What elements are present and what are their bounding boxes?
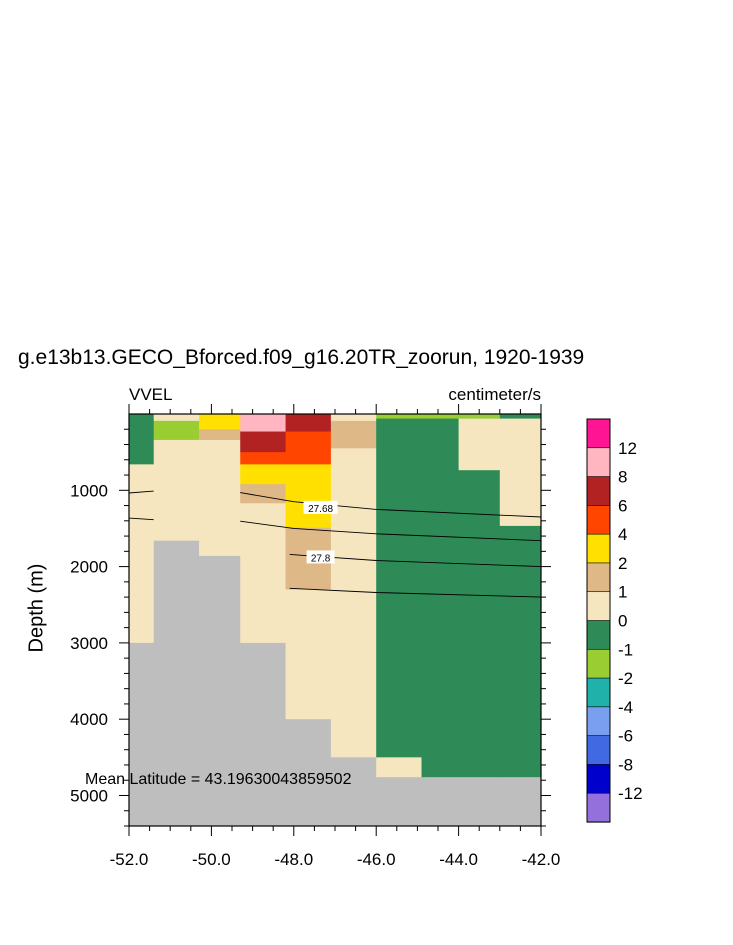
colorbar-label-7: -1 <box>618 640 633 659</box>
colorbar-label-3: 4 <box>618 525 627 544</box>
cell-8-2 <box>499 777 542 827</box>
cell-0-0 <box>129 414 155 465</box>
axis-ticks <box>119 404 551 836</box>
colorbar-labels: 12 8 6 4 2 1 0 -1 -2 -4 -6 -8 -12 <box>618 439 643 803</box>
contour-label-1: 27.8 <box>311 553 331 564</box>
cell-2-0 <box>199 414 241 430</box>
units-label: centimeter/s <box>448 385 541 404</box>
colorbar <box>586 418 611 823</box>
contour-line-5 <box>289 587 542 598</box>
cell-6-3 <box>376 777 423 827</box>
colorbar-box-4 <box>586 533 611 564</box>
y-tick-label-2: 3000 <box>70 634 108 653</box>
cell-4-0 <box>285 414 332 433</box>
colorbar-box-2 <box>586 476 611 506</box>
colorbar-label-12: -12 <box>618 784 643 803</box>
cell-5-2 <box>330 448 377 758</box>
cell-0-2 <box>129 642 155 827</box>
cell-1-0 <box>153 414 200 422</box>
cell-3-3 <box>240 464 287 485</box>
cell-2-3 <box>199 555 241 827</box>
colorbar-box-10 <box>586 706 611 737</box>
cell-4-5 <box>285 719 332 827</box>
colorbar-box-9 <box>586 677 611 708</box>
x-tick-label-5: -42.0 <box>522 850 561 869</box>
cell-3-2 <box>240 452 287 465</box>
colorbar-label-1: 8 <box>618 468 627 487</box>
cell-1-3 <box>153 540 200 827</box>
contour-line-3 <box>240 520 542 542</box>
cell-0-1 <box>129 464 155 644</box>
colorbar-label-4: 2 <box>618 554 627 573</box>
x-tick-label-0: -52.0 <box>110 850 149 869</box>
cell-5-0 <box>330 414 377 422</box>
cell-2-2 <box>199 439 241 557</box>
contour-labels: 27.68 27.8 <box>303 500 338 564</box>
contour-line-0 <box>128 490 154 494</box>
colorbar-label-9: -4 <box>618 698 633 717</box>
cell-8-0 <box>499 414 542 420</box>
contour-label-bg-1 <box>306 550 335 564</box>
section-cells <box>129 414 542 827</box>
cell-7-0 <box>421 414 501 420</box>
colorbar-label-6: 0 <box>618 612 627 631</box>
colorbar-label-11: -8 <box>618 755 633 774</box>
extra-cell-0 <box>458 418 542 471</box>
cell-6-1 <box>376 418 423 758</box>
colorbar-label-0: 12 <box>618 439 637 458</box>
cell-3-0 <box>240 414 287 433</box>
cell-1-2 <box>153 439 200 542</box>
x-tick-label-2: -48.0 <box>274 850 313 869</box>
x-tick-labels: -52.0 -50.0 -48.0 -46.0 -44.0 -42.0 <box>110 850 561 869</box>
y-tick-label-3: 4000 <box>70 710 108 729</box>
cell-3-1 <box>240 431 287 453</box>
colorbar-frame <box>586 418 611 823</box>
cell-5-1 <box>330 420 377 449</box>
cell-7-1 <box>421 418 501 778</box>
colorbar-label-10: -6 <box>618 727 633 746</box>
variable-label: VVEL <box>129 385 173 404</box>
y-tick-label-0: 1000 <box>70 481 108 500</box>
colorbar-label-8: -2 <box>618 669 633 688</box>
contour-label-0: 27.68 <box>308 504 333 515</box>
y-tick-label-4: 5000 <box>70 786 108 805</box>
y-tick-label-1: 2000 <box>70 558 108 577</box>
colorbar-box-5 <box>586 562 611 593</box>
colorbar-box-1 <box>586 447 611 478</box>
cell-4-4 <box>285 589 332 720</box>
colorbar-box-8 <box>586 648 611 679</box>
cell-3-6 <box>240 642 287 827</box>
cell-7-2 <box>421 777 501 827</box>
colorbar-box-0 <box>586 418 611 449</box>
cell-4-2 <box>285 464 332 529</box>
mean-latitude-annotation: Mean Latitude = 43.19630043859502 <box>85 771 352 788</box>
colorbar-box-7 <box>586 620 611 650</box>
chart-title: g.e13b13.GECO_Bforced.f09_g16.20TR_zooru… <box>18 346 585 369</box>
x-tick-label-4: -44.0 <box>439 850 478 869</box>
y-axis-label: Depth (m) <box>25 563 48 653</box>
colorbar-box-6 <box>586 591 611 622</box>
cell-2-1 <box>199 429 241 441</box>
colorbar-label-2: 6 <box>618 496 627 515</box>
colorbar-box-12 <box>586 764 611 794</box>
colorbar-box-11 <box>586 735 611 766</box>
cell-6-0 <box>376 414 423 420</box>
contour-line-2 <box>128 517 154 521</box>
cell-6-2 <box>376 757 423 778</box>
cell-4-1 <box>285 431 332 465</box>
x-tick-label-1: -50.0 <box>192 850 231 869</box>
cell-5-3 <box>330 757 377 827</box>
cell-1-1 <box>153 420 200 441</box>
extra-cell-1 <box>499 469 542 526</box>
colorbar-label-5: 1 <box>618 583 627 602</box>
x-tick-label-3: -46.0 <box>357 850 396 869</box>
colorbar-box-13 <box>586 792 611 823</box>
contour-label-bg-0 <box>303 500 338 514</box>
y-tick-labels: 1000 2000 3000 4000 5000 <box>70 481 108 805</box>
colorbar-box-3 <box>586 505 611 535</box>
